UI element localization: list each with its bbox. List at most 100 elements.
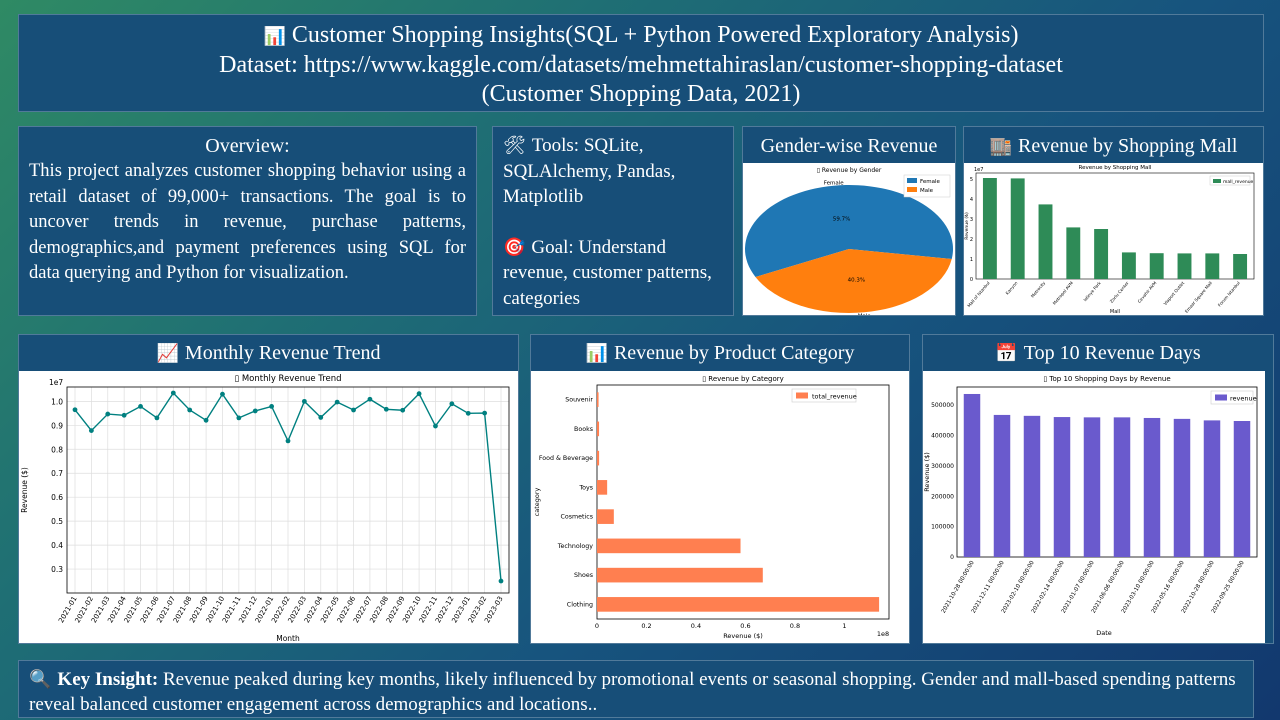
bar bbox=[1083, 417, 1101, 557]
pie-pct-label: 40.3% bbox=[848, 277, 865, 283]
mall-chart: Revenue by Shopping Mall 1e7 0 1 2 3 4 5 Revenue… bbox=[964, 163, 1263, 315]
chart-title: ▯ Revenue by Category bbox=[702, 375, 784, 383]
bar bbox=[1149, 253, 1164, 279]
data-point bbox=[121, 412, 127, 418]
category-chart: ▯ Revenue by Category 0 0.2 0.4 0.6 0.8 1 1e8 Cl… bbox=[531, 371, 909, 643]
mall-revenue-panel: 🏬 Revenue by Shopping Mall Revenue by Sho… bbox=[963, 126, 1264, 316]
bar bbox=[597, 597, 880, 612]
category-revenue-panel: 📊 Revenue by Product Category ▯ Revenue b… bbox=[530, 334, 910, 644]
pie-slice-female bbox=[745, 185, 953, 277]
monthly-chart: ▯ Monthly Revenue Trend 1e7 0.3 0.4 0.5 0.6 0.… bbox=[19, 371, 518, 643]
y-tick-label: Cosmetics bbox=[561, 514, 594, 521]
x-tick-label: 2021-06-06 00:00:00 bbox=[1091, 560, 1126, 615]
target-icon: 🎯 bbox=[503, 236, 526, 258]
key-insight-panel: 🔍 Key Insight: Revenue peaked during key … bbox=[18, 660, 1254, 718]
building-icon: 🏬 bbox=[989, 136, 1012, 157]
x-tick-label: Kanyon bbox=[1005, 280, 1019, 295]
data-point bbox=[236, 415, 242, 421]
legend-swatch bbox=[796, 392, 808, 399]
x-tick-label: 2023-03-10 00:00:00 bbox=[1121, 560, 1156, 615]
data-point bbox=[138, 404, 143, 409]
x-tick-label: 0.8 bbox=[790, 622, 800, 630]
y-tick-label: 5 bbox=[970, 177, 973, 183]
data-point bbox=[334, 399, 340, 405]
data-point bbox=[220, 391, 225, 397]
monthly-line-svg: ▯ Monthly Revenue Trend 1e7 0.3 0.4 0.5 0.6 0.… bbox=[20, 374, 510, 643]
bar bbox=[1203, 420, 1221, 557]
x-tick-label: 2023-02-10 00:00:00 bbox=[1001, 560, 1036, 615]
legend-swatch bbox=[907, 178, 917, 183]
hammer-wrench-icon: 🛠 bbox=[503, 135, 526, 156]
x-tick-label: 2021-10-28 00:00:00 bbox=[941, 560, 976, 615]
chart-title: Revenue by Shopping Mall bbox=[1079, 165, 1152, 171]
dataset-url: Dataset: https://www.kaggle.com/datasets… bbox=[219, 52, 1063, 78]
y-tick-label: Souvenir bbox=[565, 397, 593, 404]
x-tick-label: Metrocity bbox=[1030, 280, 1047, 299]
legend-swatch bbox=[1213, 179, 1221, 183]
magnifier-icon: 🔍 bbox=[29, 669, 52, 690]
y-tick-label: Clothing bbox=[567, 601, 593, 608]
y-tick-label: 1.0 bbox=[51, 397, 63, 406]
mall-bar-svg: Revenue by Shopping Mall 1e7 0 1 2 3 4 5 Revenue… bbox=[964, 165, 1255, 315]
x-tick-label: 2022-09-25 00:00:00 bbox=[1211, 560, 1246, 615]
x-tick-label: 2022-05-16 00:00:00 bbox=[1151, 560, 1186, 615]
y-tick-label: Technology bbox=[557, 543, 594, 550]
x-tick-label: 0.2 bbox=[641, 622, 651, 630]
data-point bbox=[285, 438, 291, 444]
y-tick-label: 300000 bbox=[931, 463, 954, 470]
overview-text: This project analyzes customer shopping … bbox=[29, 161, 466, 283]
data-point bbox=[187, 407, 193, 413]
data-point bbox=[498, 578, 504, 584]
gender-pie-svg: ▯ Revenue by Gender 59.7% Female 40.3% Male F… bbox=[745, 167, 953, 319]
legend-label: revenue bbox=[1230, 395, 1257, 403]
y-tick-label: 3 bbox=[970, 217, 973, 223]
data-point bbox=[105, 411, 111, 417]
pie-slice-label: Male bbox=[858, 313, 872, 315]
bar bbox=[1053, 417, 1071, 557]
top10-chart: ▯ Top 10 Shopping Days by Revenue 0 100000… bbox=[923, 371, 1265, 643]
calendar-icon: 📅 bbox=[995, 343, 1018, 364]
y-axis-label: Revenue ($) bbox=[923, 452, 931, 492]
tools-line: 🛠 Tools: SQLite, SQLAlchemy, Pandas, Matp… bbox=[503, 135, 676, 207]
legend-label: Male bbox=[920, 188, 934, 194]
y-tick-label: 400000 bbox=[931, 433, 954, 440]
bar bbox=[1121, 252, 1136, 279]
category-bar-svg: ▯ Revenue by Category 0 0.2 0.4 0.6 0.8 1 1e8 Cl… bbox=[533, 375, 890, 640]
y-tick-label: Shoes bbox=[574, 572, 593, 579]
plot-frame bbox=[66, 386, 510, 594]
x-tick-label: Mall of Istanbul bbox=[966, 280, 990, 308]
y-tick-label: 4 bbox=[970, 197, 973, 203]
axis-scale-label: 1e7 bbox=[974, 167, 983, 173]
x-tick-label: 0 bbox=[595, 622, 599, 630]
data-point bbox=[88, 428, 94, 433]
pie-slice-label: Female bbox=[824, 181, 845, 187]
bar bbox=[1177, 253, 1192, 279]
bar bbox=[1173, 418, 1191, 557]
data-point bbox=[252, 408, 258, 414]
x-tick-label: Metropol AVM bbox=[1052, 280, 1075, 306]
x-axis-label: Month bbox=[276, 634, 300, 643]
y-tick-label: Toys bbox=[578, 484, 593, 491]
category-panel-title: 📊 Revenue by Product Category bbox=[585, 342, 855, 364]
bar bbox=[1113, 417, 1131, 557]
gender-revenue-panel: Gender-wise Revenue ▯ Revenue by Gender 5… bbox=[742, 126, 956, 319]
pie-slice-male bbox=[755, 249, 952, 313]
bar bbox=[1023, 415, 1041, 557]
bar bbox=[597, 538, 741, 554]
y-tick-label: 500000 bbox=[931, 402, 954, 409]
y-tick-label: 0.9 bbox=[51, 421, 63, 430]
x-tick-label: Cevahir AVM bbox=[1137, 280, 1158, 304]
data-point bbox=[203, 417, 209, 423]
bar bbox=[1010, 178, 1025, 279]
bar bbox=[597, 392, 599, 407]
plot-frame bbox=[956, 386, 1258, 558]
insight-text: Revenue peaked during key months, likely… bbox=[29, 669, 1236, 715]
x-axis-label: Mall bbox=[1110, 309, 1120, 315]
legend-box bbox=[1209, 175, 1251, 186]
x-tick-label: Zorlu Center bbox=[1109, 280, 1130, 304]
bar-chart-icon: 📊 bbox=[263, 26, 286, 47]
legend-box bbox=[791, 388, 857, 403]
top10-bar-svg: ▯ Top 10 Shopping Days by Revenue 0 100000… bbox=[923, 375, 1258, 637]
legend-label: total_revenue bbox=[812, 393, 857, 401]
x-tick-label: 0.4 bbox=[691, 622, 701, 630]
